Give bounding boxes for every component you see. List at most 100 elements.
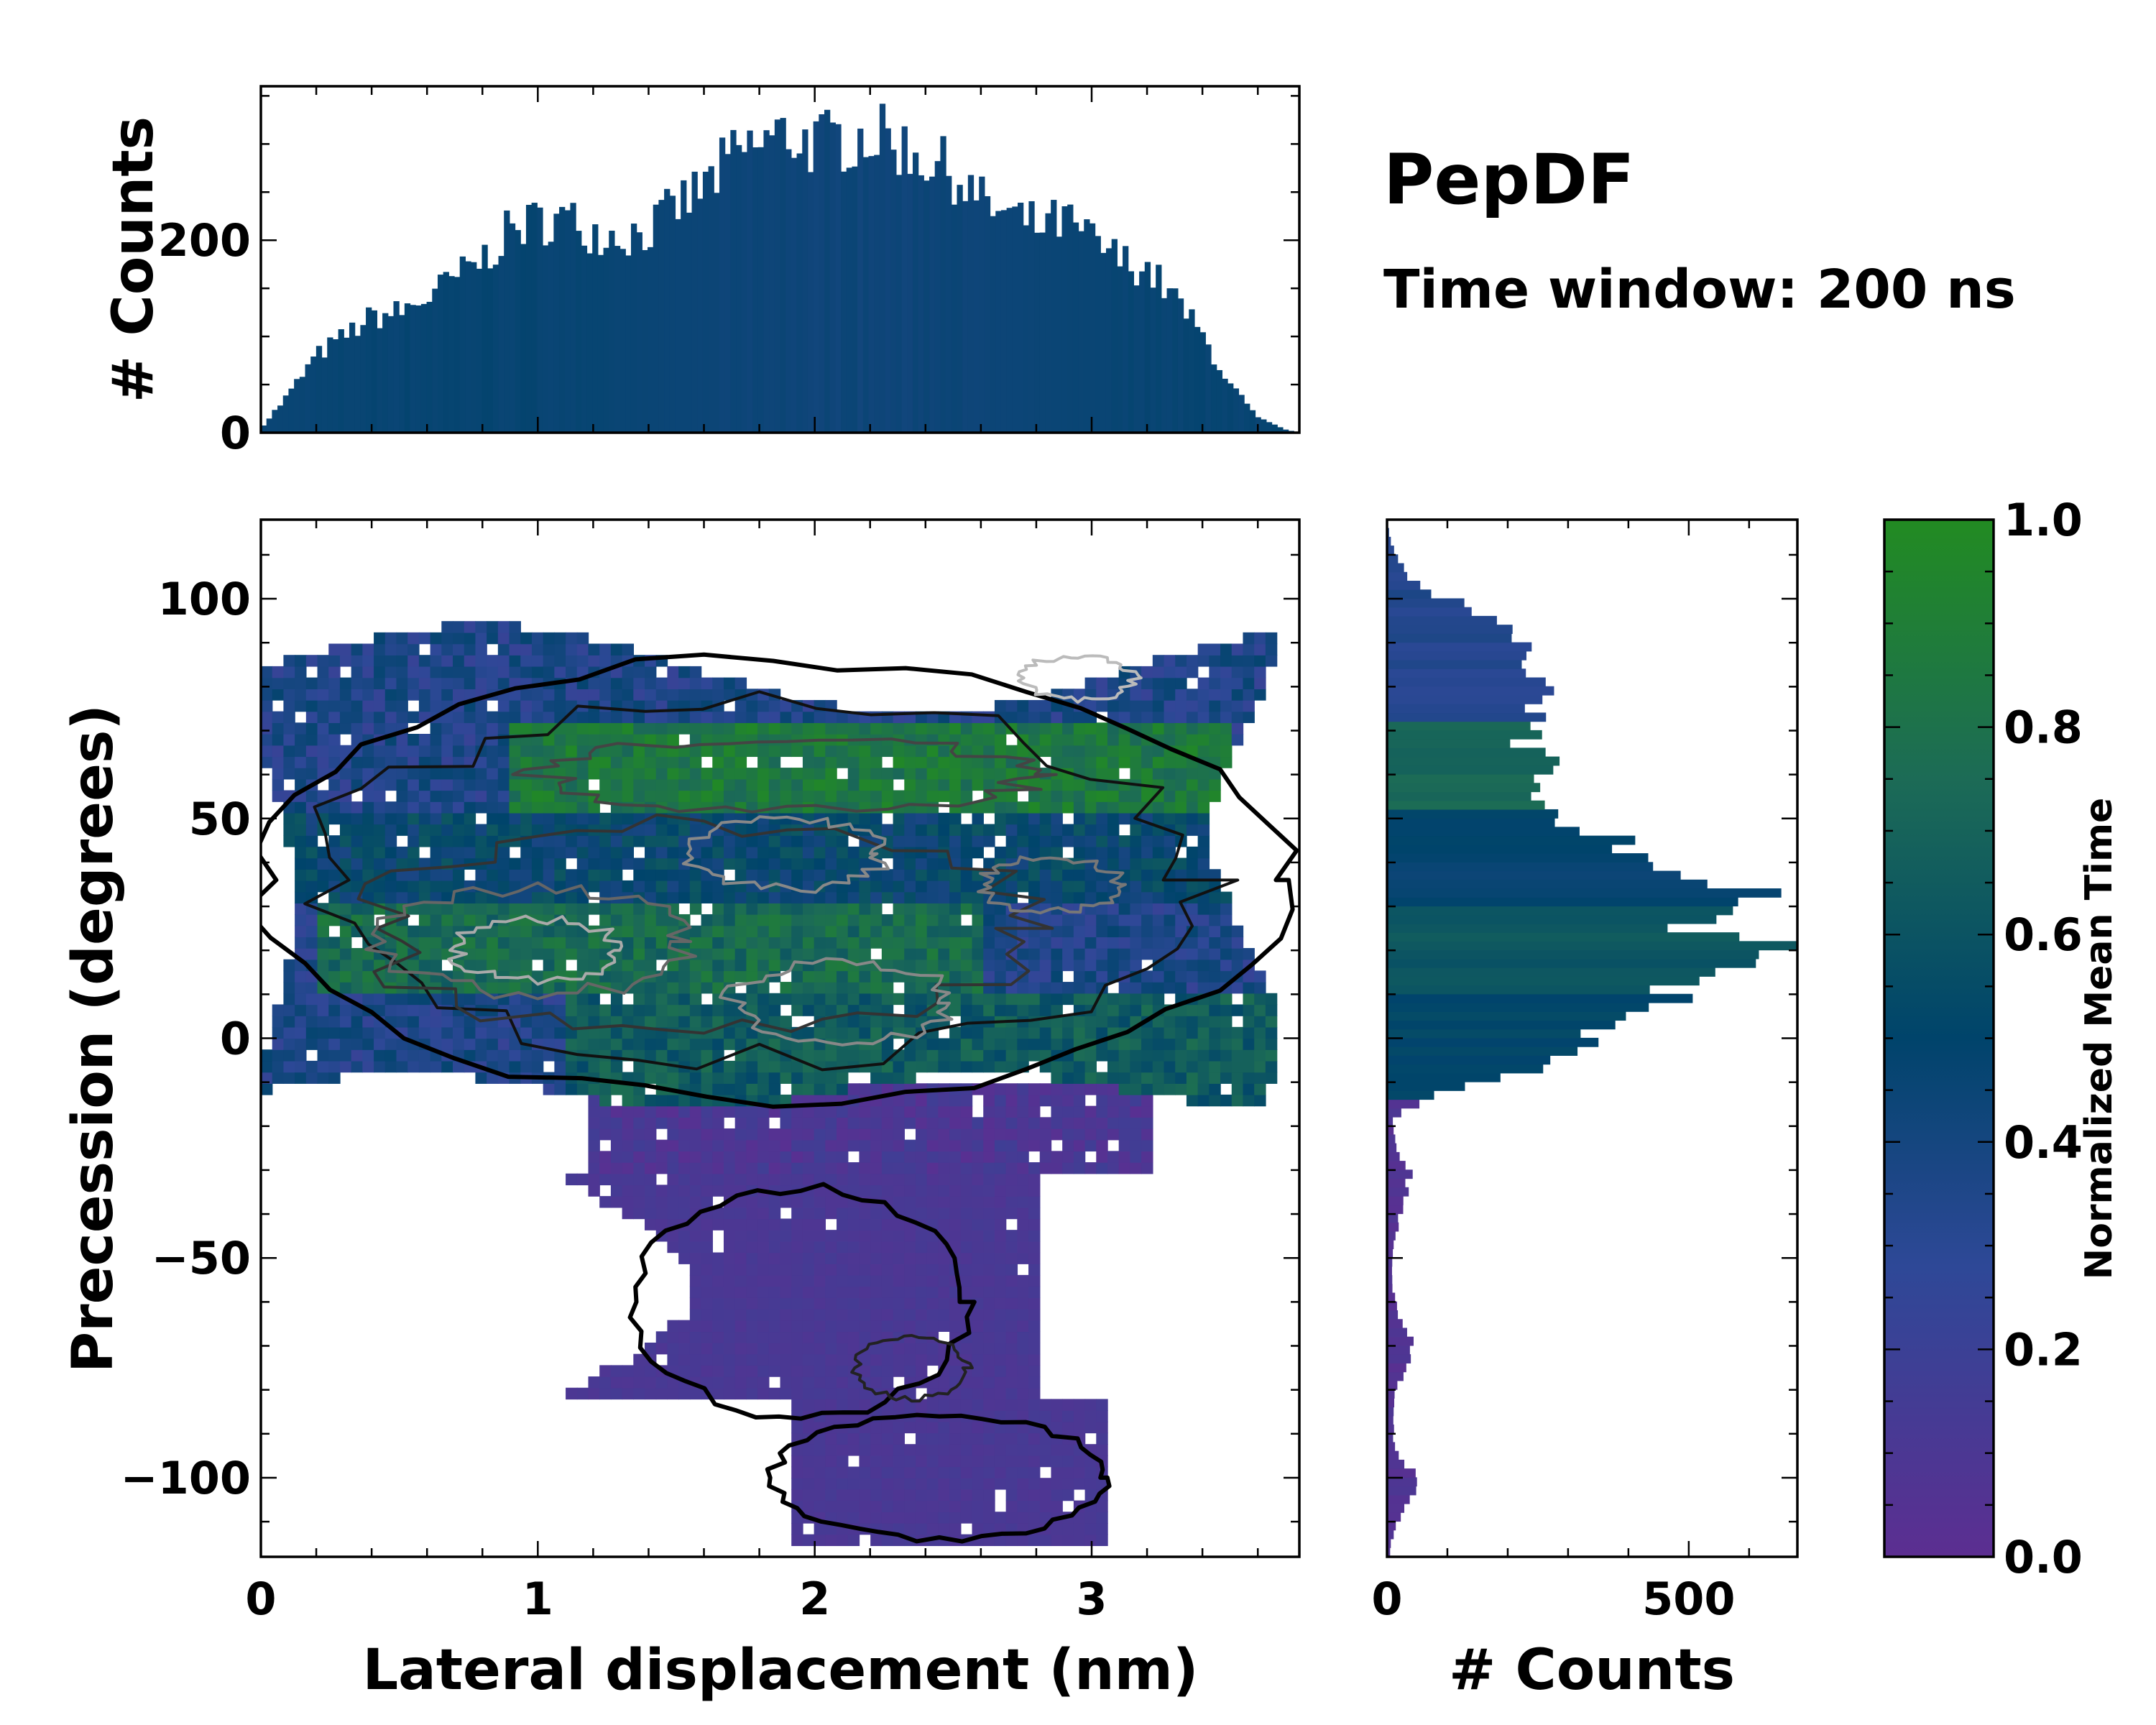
heatmap-cell [396, 666, 408, 678]
top-histogram-bars [261, 104, 1300, 433]
main-xtick-label: 2 [799, 1573, 830, 1625]
right-histogram-bar [1387, 1433, 1393, 1443]
heatmap-cell [881, 1230, 894, 1242]
heatmap-cell [1039, 1500, 1052, 1512]
heatmap-cell [734, 1128, 747, 1141]
heatmap-cell [825, 1264, 837, 1276]
heatmap-cell [1073, 1105, 1086, 1118]
top-histogram-bar [763, 130, 770, 433]
heatmap-cell [497, 711, 510, 724]
heatmap-cell [1096, 677, 1108, 689]
top-histogram-bar [1006, 208, 1013, 433]
heatmap-cell [283, 677, 295, 689]
heatmap-cell [757, 869, 770, 881]
heatmap-cell [859, 768, 871, 780]
heatmap-cell [994, 1049, 1007, 1062]
heatmap-cell [374, 846, 386, 859]
heatmap-cell [757, 982, 770, 994]
heatmap-cell [1017, 1252, 1029, 1264]
heatmap-cell [814, 937, 826, 949]
heatmap-cell [509, 869, 521, 881]
top-histogram-bar [338, 329, 344, 433]
heatmap-cell [701, 1365, 713, 1377]
heatmap-cell [734, 1060, 747, 1073]
heatmap-cell [881, 1455, 894, 1468]
heatmap-cell [859, 1297, 871, 1310]
heatmap-cell [893, 1286, 905, 1298]
heatmap-cell [1164, 711, 1176, 724]
heatmap-cell [904, 722, 916, 735]
heatmap-cell [384, 655, 397, 667]
heatmap-cell [655, 689, 668, 701]
heatmap-cell [960, 869, 973, 881]
heatmap-cell [441, 1038, 453, 1050]
heatmap-cell [994, 1387, 1007, 1400]
heatmap-cell [870, 903, 883, 915]
heatmap-cell [701, 937, 713, 949]
heatmap-cell [655, 1049, 668, 1062]
right-histogram-bar [1387, 1512, 1401, 1522]
heatmap-cell [633, 925, 645, 938]
heatmap-cell [757, 846, 770, 859]
heatmap-cell [893, 846, 905, 859]
heatmap-cell [543, 1016, 556, 1028]
heatmap-cell [1175, 982, 1187, 994]
heatmap-cell [1231, 1026, 1244, 1039]
heatmap-cell [1028, 869, 1041, 881]
heatmap-cell [520, 1004, 533, 1016]
heatmap-cell [870, 1297, 883, 1310]
heatmap-cell [870, 891, 883, 903]
heatmap-cell [622, 846, 635, 859]
top-histogram-bar [1150, 288, 1156, 433]
heatmap-cell [994, 1004, 1007, 1016]
heatmap-cell [295, 1038, 307, 1050]
heatmap-cell [1231, 1094, 1244, 1107]
top-histogram-bar [366, 307, 372, 433]
heatmap-cell [949, 925, 962, 938]
heatmap-cell [1118, 1016, 1131, 1028]
heatmap-cell [1175, 1083, 1187, 1095]
heatmap-cell [374, 643, 386, 656]
heatmap-cell [520, 937, 533, 949]
heatmap-cell [610, 925, 623, 938]
heatmap-cell [1028, 734, 1041, 746]
heatmap-cell [374, 711, 386, 724]
heatmap-cell [837, 812, 849, 825]
heatmap-cell [802, 993, 815, 1006]
heatmap-cell [904, 1342, 916, 1355]
heatmap-cell [1039, 824, 1052, 836]
heatmap-cell [746, 903, 758, 915]
heatmap-cell [689, 1117, 702, 1129]
heatmap-cell [362, 745, 374, 758]
heatmap-cell [983, 1162, 995, 1174]
heatmap-cell [983, 1522, 995, 1535]
heatmap-cell [1005, 1049, 1018, 1062]
heatmap-cell [802, 1286, 815, 1298]
heatmap-cell [509, 857, 521, 870]
heatmap-cell [509, 699, 521, 712]
heatmap-cell [802, 1105, 815, 1118]
heatmap-cell [1141, 1139, 1153, 1152]
heatmap-cell [994, 1353, 1007, 1366]
heatmap-cell [497, 756, 510, 768]
heatmap-cell [317, 666, 329, 678]
heatmap-cell [374, 1060, 386, 1073]
heatmap-cell [893, 1105, 905, 1118]
top-histogram-bar [266, 418, 272, 433]
heatmap-cell [938, 1444, 950, 1456]
heatmap-cell [870, 1342, 883, 1355]
heatmap-cell [689, 1162, 702, 1174]
heatmap-cell [1197, 677, 1210, 689]
heatmap-cell [734, 1320, 747, 1333]
heatmap-cell [768, 1331, 781, 1343]
top-histogram-bar [1177, 298, 1184, 433]
heatmap-cell [915, 903, 928, 915]
heatmap-cell [712, 790, 724, 802]
heatmap-cell [949, 1162, 962, 1174]
heatmap-cell [407, 632, 420, 645]
heatmap-cell [972, 1421, 984, 1434]
heatmap-cell [1073, 1117, 1086, 1129]
heatmap-cell [633, 1353, 645, 1366]
heatmap-cell [893, 722, 905, 735]
right-histogram-bar [1387, 748, 1546, 758]
